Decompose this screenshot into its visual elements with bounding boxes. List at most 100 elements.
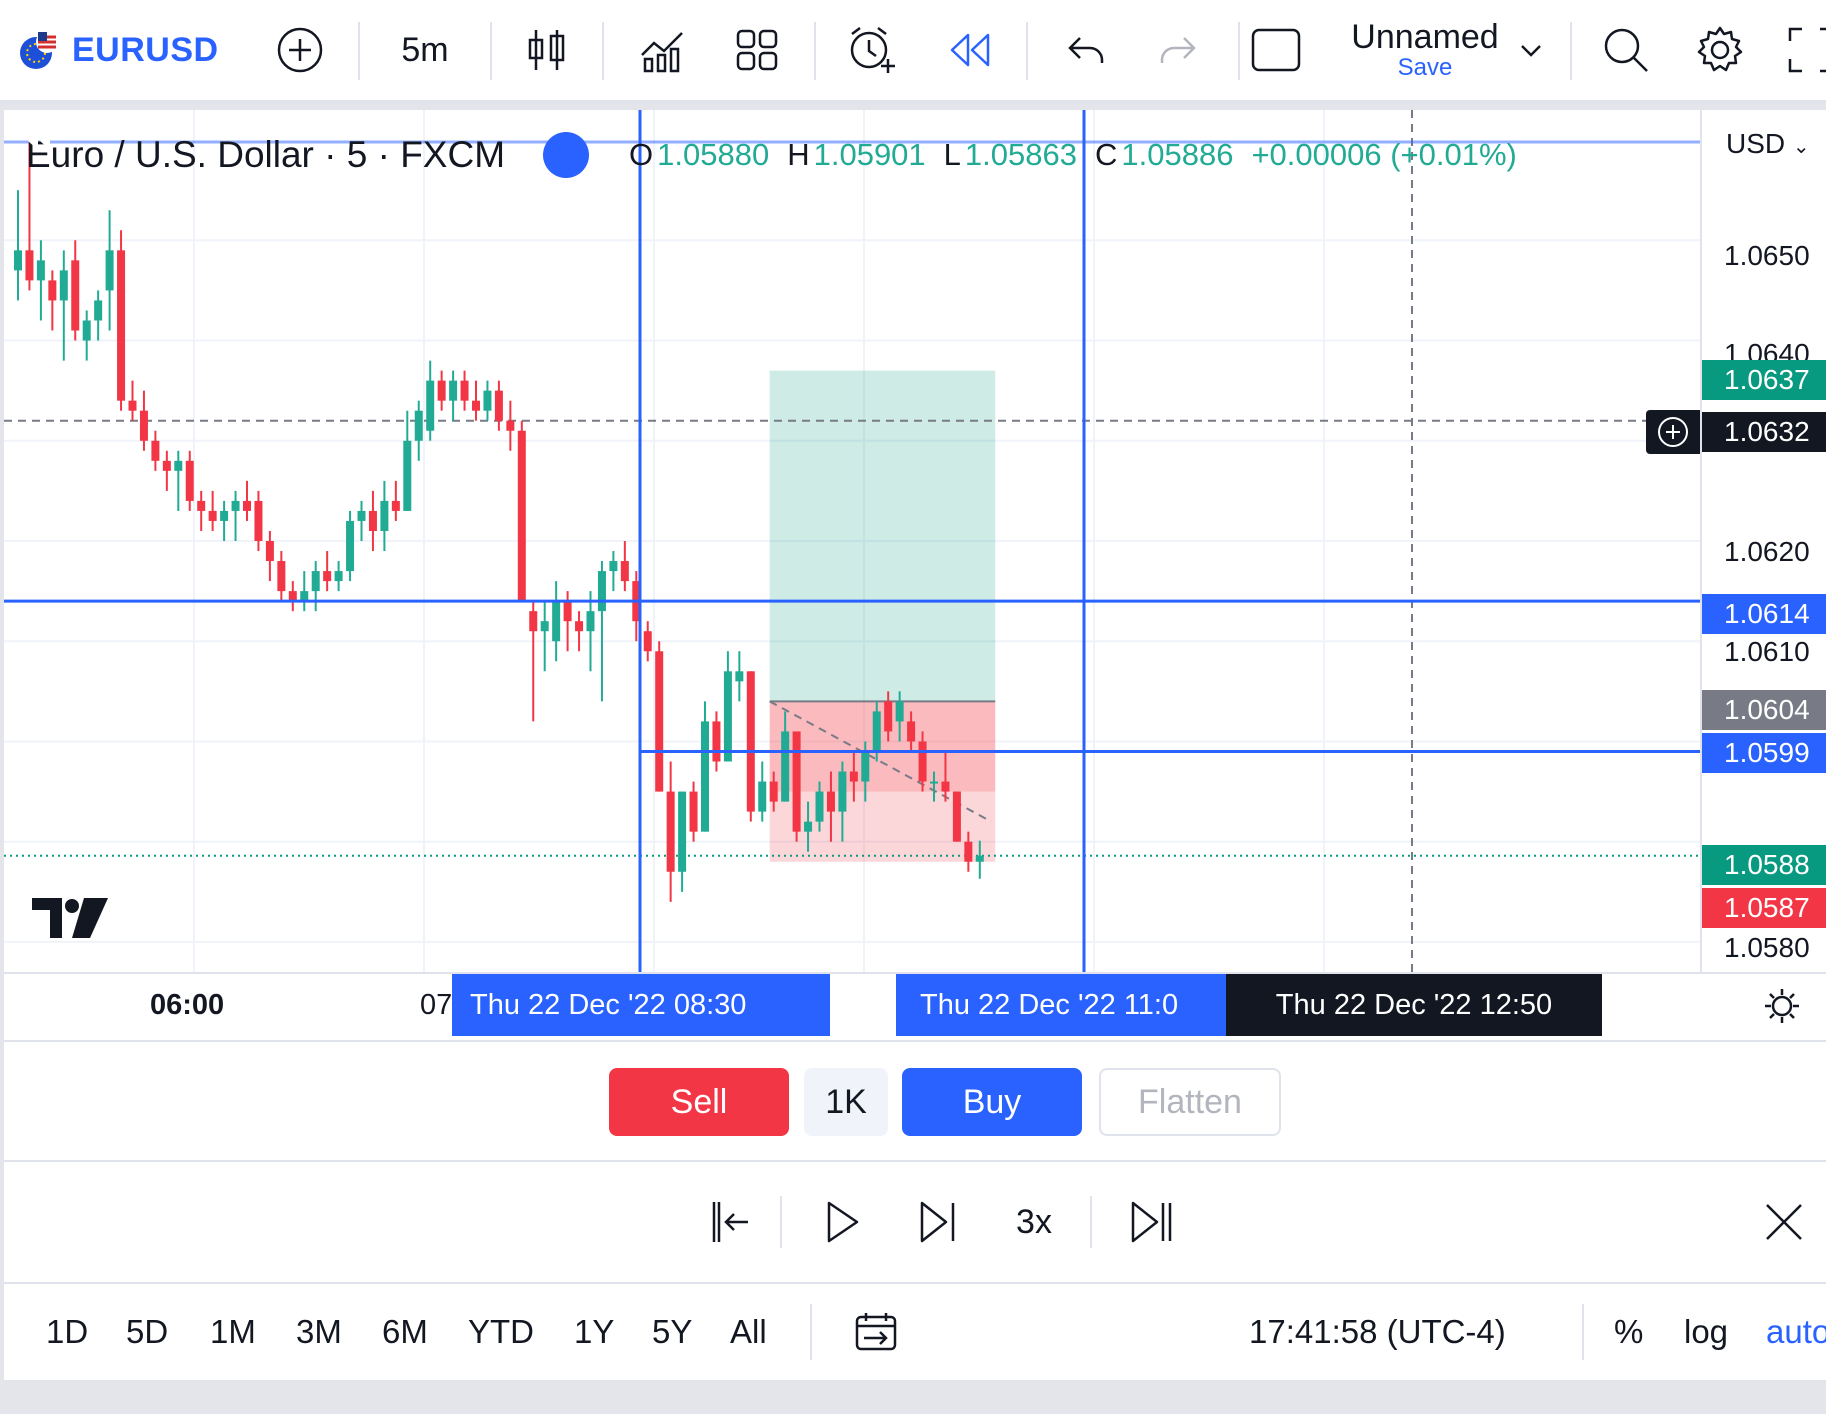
- sell-button[interactable]: Sell: [609, 1068, 789, 1136]
- bottom-toolbar: 1D 5D 1M 3M 6M YTD 1Y 5Y All 17:41:58 (U…: [4, 1282, 1826, 1380]
- time-axis[interactable]: 06:00 07 Thu 22 Dec '22 08:30 Thu 22 Dec…: [4, 972, 1826, 1040]
- candle-body: [769, 781, 778, 802]
- play-button[interactable]: [812, 1162, 872, 1282]
- range-button-1y[interactable]: 1Y: [574, 1313, 615, 1350]
- candle-body: [975, 855, 984, 862]
- layout-name-button[interactable]: Unnamed Save: [1330, 0, 1520, 100]
- chevron-down-icon: [1519, 42, 1543, 58]
- search-icon: [1602, 26, 1650, 74]
- indicators-button[interactable]: [636, 0, 690, 100]
- candle-body: [231, 500, 240, 511]
- candle-body: [643, 631, 652, 652]
- log-scale-toggle[interactable]: log: [1684, 1313, 1729, 1350]
- create-alert-button[interactable]: [842, 0, 902, 100]
- price-tick: 1.0650: [1724, 240, 1810, 271]
- price-axis[interactable]: [1700, 110, 1826, 972]
- candle-body: [472, 400, 480, 411]
- currency-label: USD: [1726, 128, 1786, 159]
- range-button-all[interactable]: All: [730, 1313, 767, 1350]
- play-icon: [827, 1201, 859, 1243]
- layout-grid-icon: [735, 28, 779, 72]
- layout-menu-button[interactable]: [1516, 0, 1546, 100]
- range-button-ytd[interactable]: YTD: [468, 1313, 534, 1350]
- close-replay-button[interactable]: [1756, 1162, 1812, 1282]
- compare-symbol-button[interactable]: [272, 0, 328, 100]
- clock-timezone[interactable]: 17:41:58 (UTC-4): [1249, 1313, 1506, 1350]
- flatten-button[interactable]: Flatten: [1099, 1068, 1281, 1136]
- position-current-loss-zone: [769, 701, 996, 792]
- layout-square-button[interactable]: [1248, 0, 1304, 100]
- range-button-6m[interactable]: 6M: [382, 1313, 428, 1350]
- jump-to-realtime-button[interactable]: [1122, 1162, 1182, 1282]
- jump-to-realtime-icon: [1131, 1201, 1172, 1243]
- candle-body: [300, 591, 309, 602]
- add-at-price-button[interactable]: [1646, 410, 1700, 454]
- layout-name-label: Unnamed: [1351, 18, 1499, 56]
- crosshair-time-label: Thu 22 Dec '22 12:50: [1226, 974, 1602, 1036]
- bottom-divider: [1582, 1304, 1584, 1360]
- bid-price-label: 1.0587: [1702, 888, 1826, 928]
- settings-button[interactable]: [1692, 0, 1748, 100]
- undo-button[interactable]: [1058, 0, 1114, 100]
- layout-save-label[interactable]: Save: [1397, 54, 1453, 81]
- replay-speed-button[interactable]: 3x: [1016, 1202, 1052, 1241]
- candle-body: [82, 320, 91, 341]
- candle-body: [620, 561, 629, 582]
- auto-scale-toggle[interactable]: auto: [1766, 1313, 1826, 1350]
- range-button-1m[interactable]: 1M: [210, 1313, 256, 1350]
- replay-divider: [1090, 1196, 1092, 1248]
- indicators-icon: [639, 27, 687, 73]
- buy-button[interactable]: Buy: [902, 1068, 1082, 1136]
- position-profit-zone: [769, 370, 996, 702]
- currency-selector[interactable]: USD ⌄: [1726, 128, 1810, 160]
- candle-body: [941, 781, 950, 792]
- candle-body: [563, 601, 572, 622]
- candle-body: [609, 561, 618, 572]
- candle-body: [964, 841, 973, 862]
- undo-icon: [1066, 35, 1106, 65]
- toolbar-divider: [490, 22, 492, 80]
- sun-settings-icon: [1765, 989, 1799, 1023]
- candle-body: [25, 250, 34, 281]
- range-button-1d[interactable]: 1D: [46, 1313, 89, 1350]
- replay-button[interactable]: [940, 0, 1000, 100]
- fullscreen-button[interactable]: [1788, 0, 1826, 100]
- hline-upper-price-label: 1.0614: [1702, 594, 1826, 634]
- expand-icon: [1788, 27, 1826, 73]
- legend-low-label: L: [943, 137, 961, 172]
- layout-button[interactable]: [730, 0, 784, 100]
- search-button[interactable]: [1598, 0, 1654, 100]
- replay-icon: [948, 32, 992, 68]
- candle-body: [826, 791, 835, 812]
- candle-body: [265, 541, 274, 562]
- redo-button[interactable]: [1150, 0, 1206, 100]
- range-button-3m[interactable]: 3M: [296, 1313, 342, 1350]
- candle-body: [838, 771, 847, 812]
- goto-date-button[interactable]: [854, 1284, 898, 1380]
- candle-body: [666, 791, 675, 872]
- candle-body: [678, 791, 687, 872]
- candle-body: [357, 510, 366, 521]
- legend-change-value: +0.00006 (+0.01%): [1251, 137, 1517, 172]
- replay-badge[interactable]: [28, 132, 590, 178]
- quantity-button[interactable]: 1K: [804, 1068, 888, 1136]
- candle-body: [689, 791, 698, 832]
- timezone-settings-button[interactable]: [1764, 988, 1800, 1029]
- chart-type-button[interactable]: [520, 0, 574, 100]
- candle-body: [735, 671, 744, 682]
- range-button-5y[interactable]: 5Y: [652, 1313, 693, 1350]
- symbol-search-button[interactable]: EURUSD: [18, 0, 238, 100]
- chart-pane[interactable]: Euro / U.S. Dollar · 5 · FXCM O 1.05880 …: [4, 110, 1826, 1038]
- step-forward-button[interactable]: [908, 1162, 968, 1282]
- range-button-5d[interactable]: 5D: [126, 1313, 169, 1350]
- candle-body: [930, 781, 938, 784]
- candle-body: [94, 300, 103, 321]
- candlestick-chart[interactable]: [4, 110, 1826, 972]
- candle-body: [151, 440, 160, 461]
- candle-body: [895, 701, 904, 722]
- percent-scale-toggle[interactable]: %: [1614, 1313, 1644, 1350]
- jump-to-start-button[interactable]: [700, 1162, 760, 1282]
- legend-close-label: C: [1094, 137, 1118, 172]
- interval-button[interactable]: 5m: [401, 30, 449, 69]
- candle-body: [243, 500, 251, 511]
